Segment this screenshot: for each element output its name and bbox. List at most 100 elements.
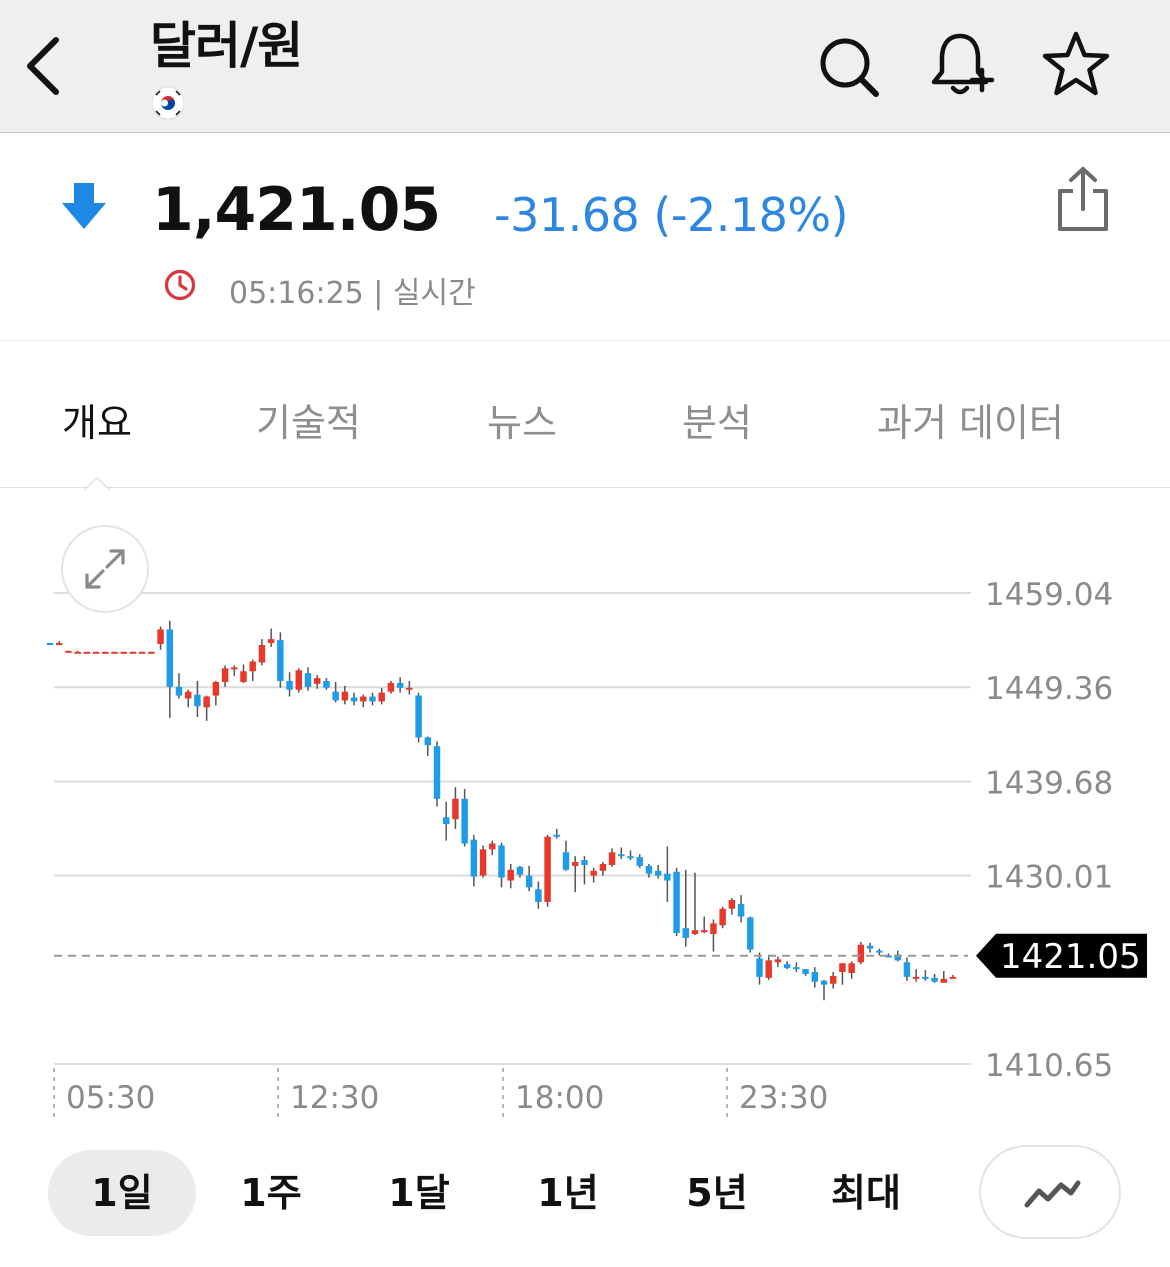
candle-body: [728, 899, 736, 909]
favorite-button[interactable]: [1040, 28, 1112, 104]
candle-body: [83, 651, 91, 654]
candle-body: [304, 673, 312, 687]
back-button[interactable]: [18, 30, 78, 102]
candle-body: [120, 651, 127, 654]
candle-body: [636, 857, 643, 866]
last-price: 1,421.05: [152, 175, 441, 245]
candle-body: [562, 852, 570, 870]
app-header: 달러/원: [0, 0, 1170, 133]
add-alert-button[interactable]: [924, 28, 996, 104]
candle-body: [65, 650, 72, 653]
candle-body: [442, 817, 450, 825]
current-price-label: 1421.05: [1000, 937, 1141, 977]
candle-body: [581, 860, 588, 865]
candle-body: [645, 865, 653, 874]
candle-body: [516, 866, 524, 875]
candle-body: [793, 967, 800, 970]
candle-body: [848, 963, 855, 973]
candle-body: [599, 863, 607, 871]
candle-body: [111, 651, 118, 654]
candle-body: [700, 930, 708, 933]
candle-body: [820, 980, 828, 985]
candle-body: [866, 945, 874, 949]
candle-body: [903, 962, 911, 977]
chart-type-button[interactable]: [979, 1145, 1121, 1239]
tab-analysis[interactable]: 분석: [682, 401, 752, 445]
period-selector: 1일 1주 1달 1년 5년 최대: [0, 1140, 1170, 1250]
x-tick-label: 12:30: [290, 1080, 379, 1116]
candle-body: [102, 651, 109, 654]
candle-body: [452, 798, 459, 820]
candle-body: [406, 687, 413, 690]
section-tabs: 개요 기술적 뉴스 분석 과거 데이터: [0, 342, 1170, 488]
line-chart-icon: [1024, 1180, 1081, 1208]
candle-body: [876, 950, 883, 953]
candle-body: [544, 836, 551, 902]
y-tick-label: 1430.01: [985, 860, 1113, 896]
period-1w[interactable]: 1주: [240, 1171, 302, 1215]
candle-body: [74, 651, 81, 654]
y-tick-label: 1410.65: [985, 1048, 1113, 1084]
tab-historical-data[interactable]: 과거 데이터: [877, 401, 1064, 445]
candle-body: [396, 682, 404, 688]
x-tick-label: 18:00: [515, 1080, 604, 1116]
candle-body: [240, 671, 247, 682]
y-tick-label: 1459.04: [985, 577, 1113, 613]
candle-body: [166, 629, 174, 687]
bell-plus-icon: [931, 33, 995, 95]
period-max[interactable]: 최대: [831, 1171, 901, 1215]
candle-body: [249, 661, 256, 672]
candle-body: [221, 668, 229, 682]
price-chart: 1459.04 1449.36 1439.68 1430.01 1410.65 05:30…: [0, 490, 1170, 1130]
candle-body: [525, 875, 533, 888]
period-1m[interactable]: 1달: [388, 1171, 450, 1215]
y-tick-label: 1449.36: [985, 671, 1113, 707]
search-icon: [820, 38, 879, 97]
candle-body: [350, 697, 358, 702]
tab-news[interactable]: 뉴스: [487, 401, 557, 445]
active-tab-indicator: [84, 477, 110, 491]
candle-body: [590, 870, 597, 876]
candle-body: [295, 670, 303, 690]
candle-body: [940, 978, 948, 983]
candle-body: [267, 639, 275, 644]
candle-body: [323, 680, 330, 688]
share-button[interactable]: [1052, 165, 1114, 235]
candle-body: [654, 870, 662, 876]
candle-body: [912, 976, 920, 979]
candle-body: [489, 843, 496, 850]
korea-flag-icon: [150, 85, 186, 121]
search-button[interactable]: [812, 28, 884, 104]
candle-body: [378, 692, 385, 702]
candle-body: [682, 928, 690, 938]
expand-icon: [85, 549, 125, 589]
candle-body: [203, 696, 210, 708]
candle-body: [829, 975, 837, 984]
period-1d[interactable]: 1일: [48, 1150, 196, 1236]
candle-body: [571, 862, 579, 866]
page-title: 달러/원: [150, 17, 303, 75]
candle-body: [286, 680, 293, 690]
candle-body: [857, 944, 865, 963]
candle-body: [949, 976, 957, 979]
fullscreen-button[interactable]: [61, 525, 149, 613]
candle-body: [802, 969, 809, 974]
candle-body: [691, 930, 699, 935]
candle-body: [433, 746, 441, 799]
candle-body: [461, 798, 468, 844]
tab-overview[interactable]: 개요: [62, 401, 132, 445]
quote-panel: 1,421.05 -31.68 (-2.18%) 05:16:25 | 실시간: [0, 133, 1170, 341]
star-icon: [1042, 31, 1110, 96]
candle-body: [839, 963, 846, 973]
candle-body: [55, 643, 63, 646]
quote-timestamp: 05:16:25 | 실시간: [229, 276, 476, 311]
down-arrow-icon: [60, 181, 108, 231]
candle-body: [710, 923, 717, 935]
candle-body: [157, 629, 164, 645]
period-1y[interactable]: 1년: [537, 1171, 599, 1215]
period-5y[interactable]: 5년: [686, 1171, 748, 1215]
candle-body: [313, 678, 321, 684]
candle-body: [360, 696, 367, 702]
candle-body: [175, 686, 183, 696]
tab-technical[interactable]: 기술적: [256, 401, 361, 445]
